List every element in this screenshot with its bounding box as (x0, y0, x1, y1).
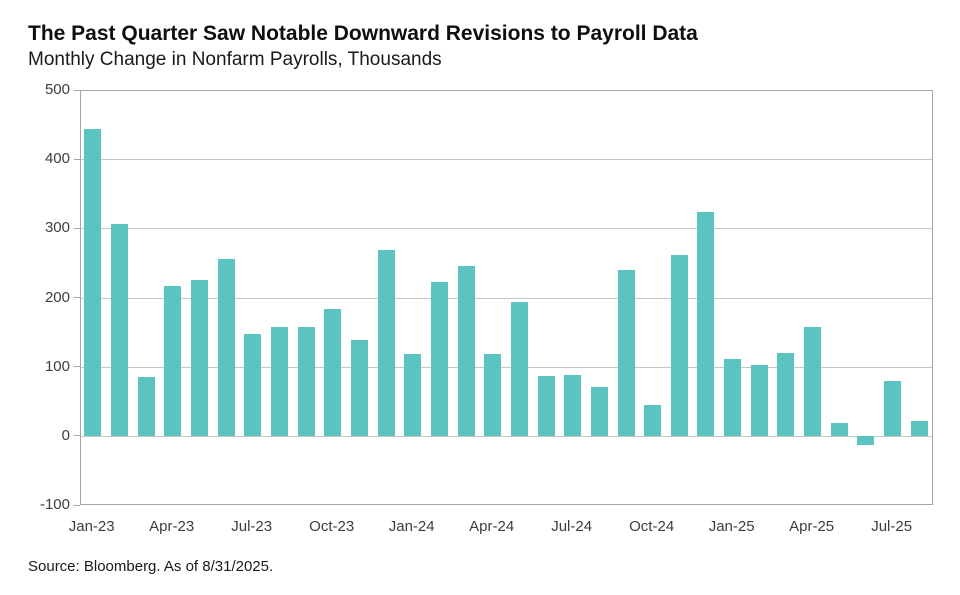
bar-May-24 (510, 302, 528, 436)
source-note: Source: Bloomberg. As of 8/31/2025. (28, 558, 274, 575)
bar-Mar-23 (137, 377, 155, 436)
y-tick-label-100: 100 (44, 357, 70, 375)
x-tick-label-Jul-24: Jul-24 (551, 518, 593, 535)
bar-Aug-23 (270, 327, 288, 436)
bar-Apr-25 (804, 326, 822, 436)
y-tick-mark (74, 89, 80, 91)
bar-Feb-24 (430, 282, 448, 436)
gridline-300 (81, 228, 932, 230)
bar-Jul-25 (884, 381, 902, 436)
x-tick-label-Jan-23: Jan-23 (68, 518, 115, 535)
bar-Aug-25 (910, 420, 928, 436)
y-tick-mark (74, 297, 80, 298)
bar-May-25 (830, 422, 848, 436)
y-tick-label--100: -100 (39, 496, 70, 513)
bar-May-23 (190, 279, 208, 436)
y-tick-mark (74, 366, 80, 368)
bar-Jan-24 (404, 353, 422, 436)
x-tick-label-Apr-24: Apr-24 (469, 518, 515, 535)
x-tick-label-Apr-23: Apr-23 (149, 518, 195, 535)
bar-Mar-25 (777, 352, 795, 436)
bar-Jul-23 (244, 334, 262, 436)
bar-Jan-25 (724, 359, 742, 436)
bar-Nov-24 (670, 255, 688, 436)
y-tick-mark (74, 435, 80, 437)
bar-Feb-25 (750, 365, 768, 436)
bar-Sep-23 (297, 327, 315, 436)
bar-Jun-25 (857, 435, 875, 445)
gridline-100 (81, 366, 932, 368)
bar-Oct-23 (324, 308, 342, 436)
y-tick-label-500: 500 (44, 81, 70, 98)
y-tick-label-400: 400 (44, 150, 70, 168)
y-tick-label-300: 300 (44, 219, 70, 237)
bar-Sep-24 (617, 269, 635, 436)
bar-Dec-23 (377, 249, 395, 436)
x-tick-label-Jan-24: Jan-24 (388, 518, 435, 535)
bar-Jul-24 (564, 374, 582, 436)
y-tick-mark (74, 158, 80, 160)
bar-Jun-23 (217, 259, 235, 436)
bar-Dec-24 (697, 212, 715, 436)
gridline-200 (81, 297, 932, 299)
gridline-400 (81, 159, 932, 161)
bar-Mar-24 (457, 265, 475, 436)
bar-Apr-24 (484, 354, 502, 436)
y-tick-label-0: 0 (61, 426, 70, 444)
x-tick-label-Oct-23: Oct-23 (309, 518, 355, 535)
y-tick-mark (74, 504, 80, 506)
bar-Jan-23 (84, 128, 102, 436)
y-tick-label-200: 200 (44, 288, 70, 306)
x-tick-label-Jan-25: Jan-25 (708, 518, 755, 535)
bar-Jun-24 (537, 375, 555, 436)
bar-Aug-24 (590, 386, 608, 436)
plot-area (80, 90, 933, 505)
x-tick-label-Oct-24: Oct-24 (629, 518, 675, 535)
bar-Oct-24 (644, 405, 662, 436)
chart-subtitle: Monthly Change in Nonfarm Payrolls, Thou… (28, 49, 442, 70)
bar-Nov-23 (350, 340, 368, 436)
x-tick-label-Apr-25: Apr-25 (789, 518, 835, 535)
bar-Apr-23 (164, 286, 182, 436)
x-tick-label-Jul-23: Jul-23 (231, 518, 273, 535)
bar-Feb-23 (110, 224, 128, 436)
chart-title: The Past Quarter Saw Notable Downward Re… (28, 22, 698, 45)
gridline-0 (81, 435, 932, 437)
x-tick-label-Jul-25: Jul-25 (871, 518, 913, 535)
y-tick-mark (74, 227, 80, 229)
